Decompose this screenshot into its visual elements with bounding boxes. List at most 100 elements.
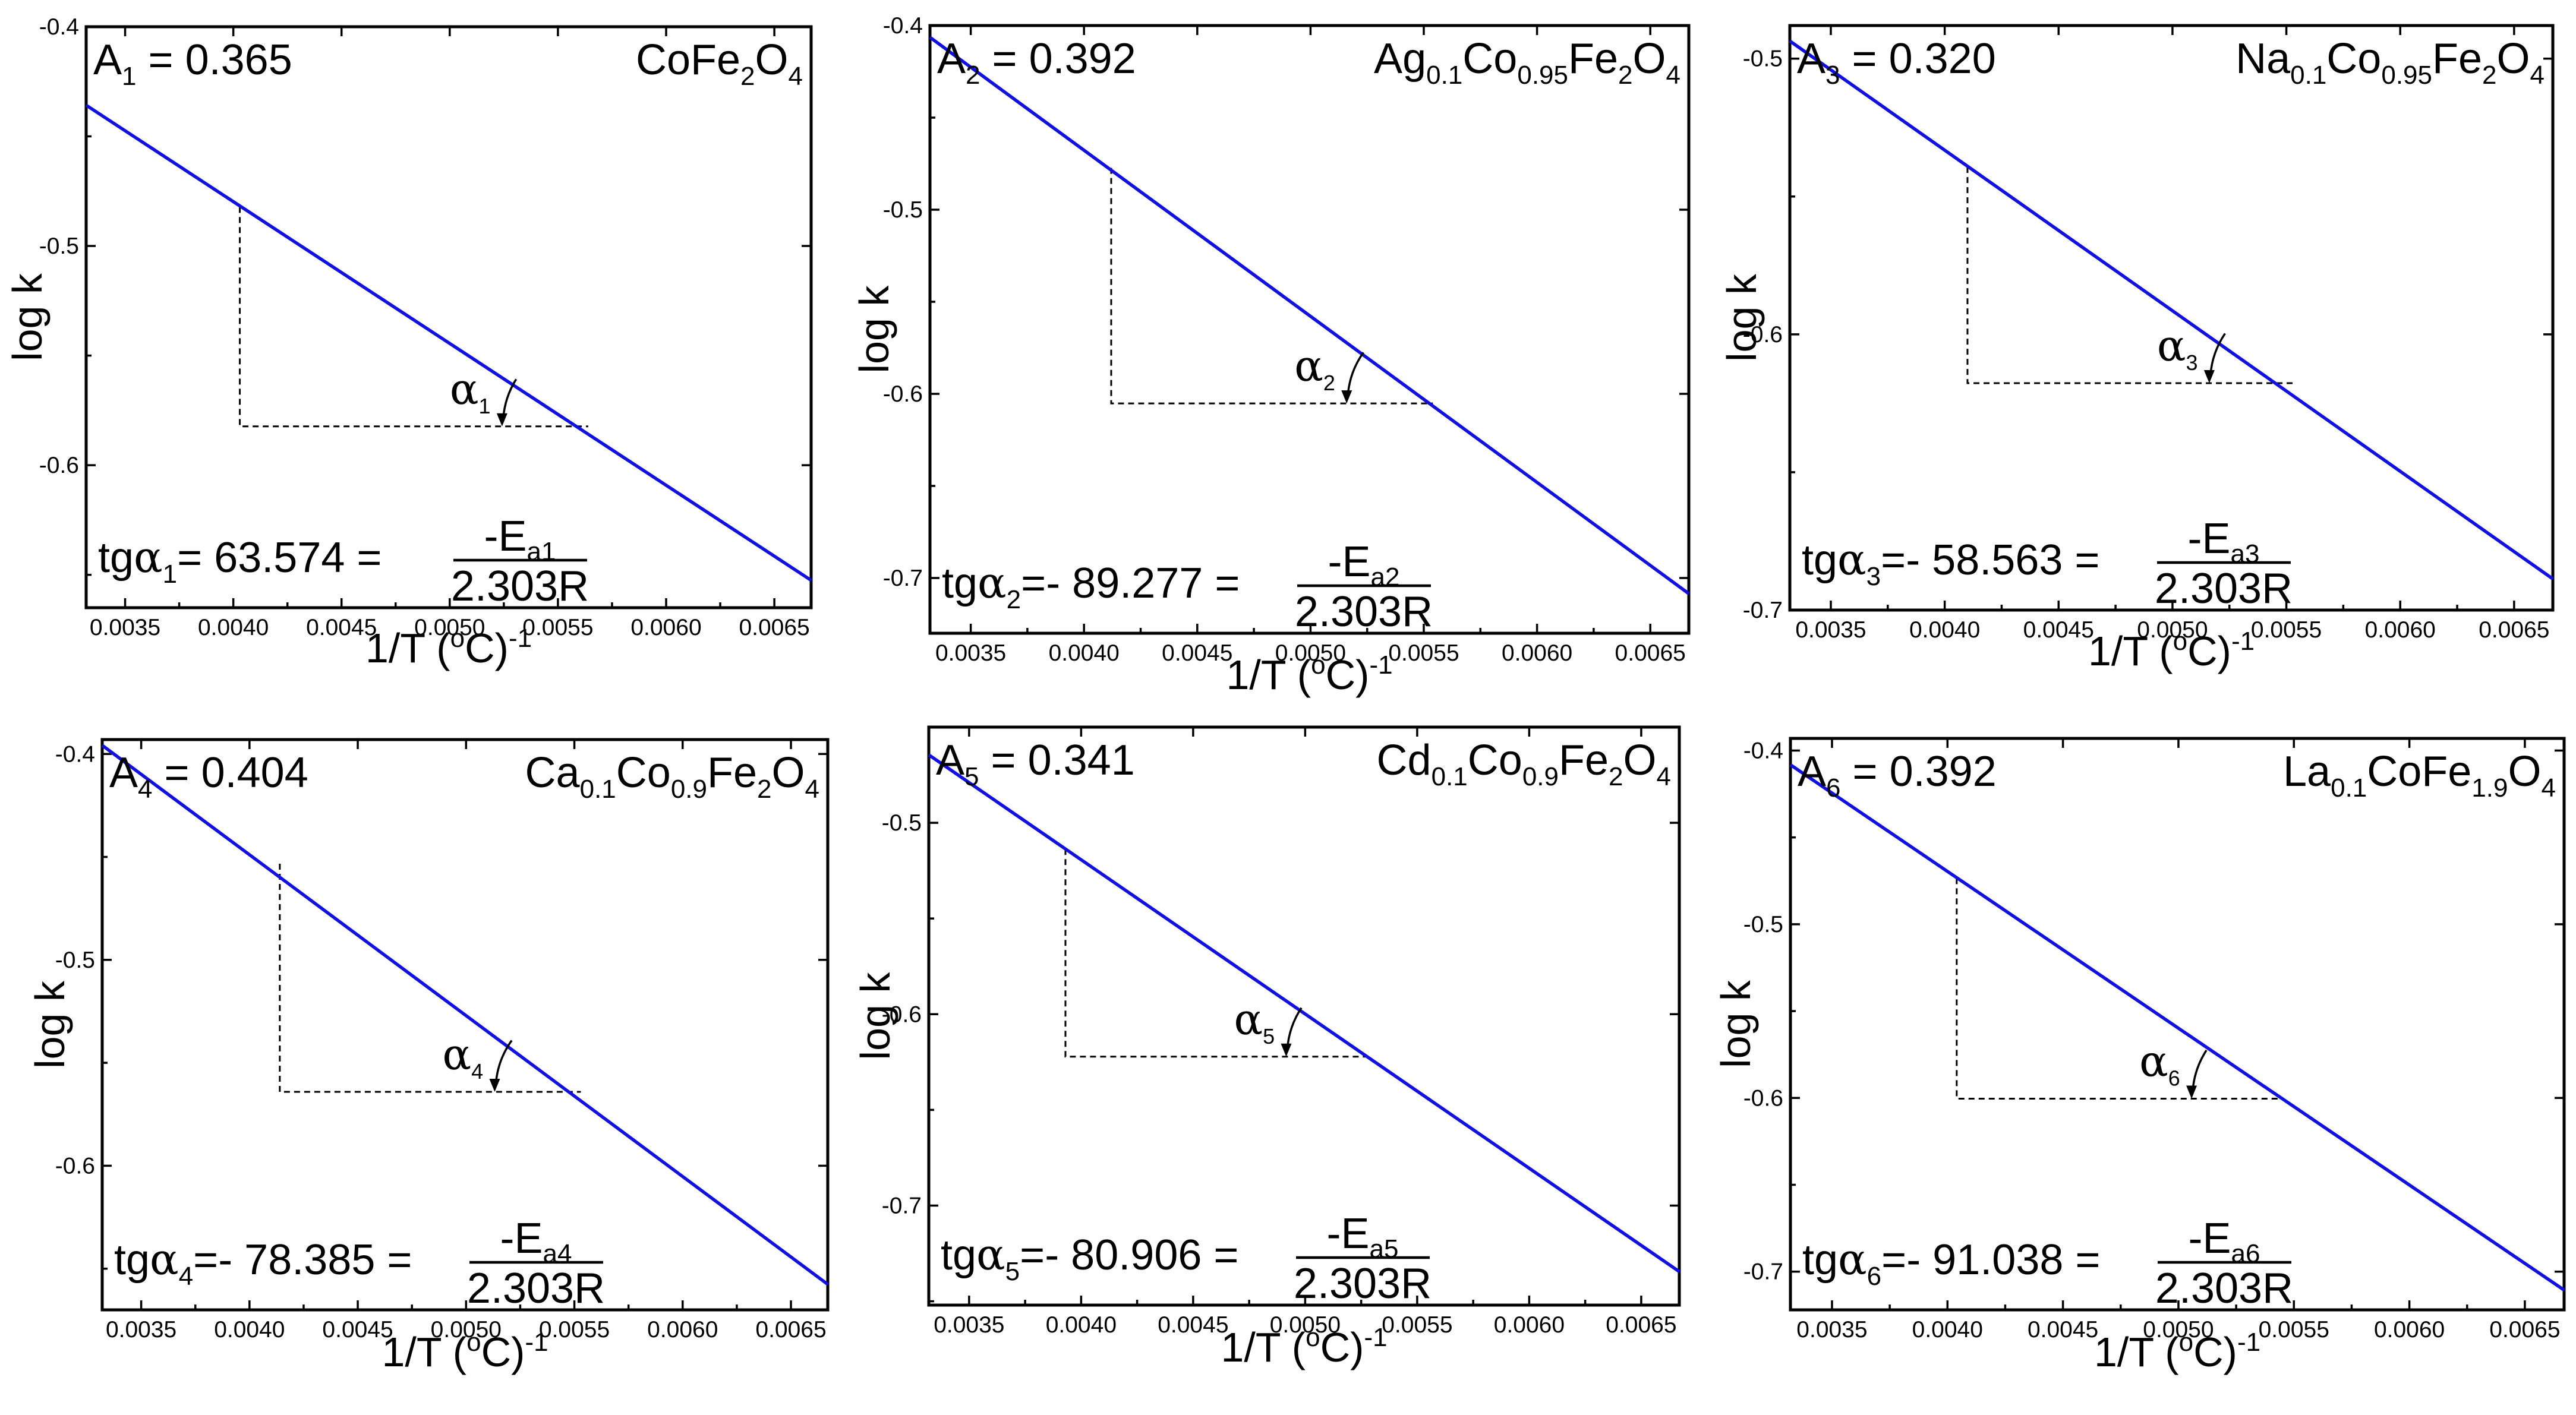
x-axis-label: 1/T (oC)-1: [1221, 1323, 1387, 1370]
chart-panel-6: 0.0035 0.0040 0.0045 0.0050 0.0055 0.0060 0.00…: [1713, 737, 2566, 1375]
x-tick-label: 0.0065: [1615, 640, 1686, 666]
slope-equation: tgα6=- 91.038 =: [1802, 1234, 2100, 1291]
slope-equation: tgα2=- 89.277 =: [942, 558, 1240, 614]
x-tick-label: 0.0035: [106, 1317, 176, 1343]
angle-label: α5: [1234, 994, 1275, 1048]
alpha-index: 2: [1323, 371, 1335, 395]
y-tick-label: -0.7: [882, 1193, 922, 1218]
compound-formula: Ag0.1Co0.95Fe2O4: [1374, 35, 1680, 90]
y-tick-label: -0.6: [39, 453, 79, 478]
x-axis-label: 1/T (oC)-1: [2094, 1328, 2260, 1375]
chart-panel-2: 0.0035 0.0040 0.0045 0.0050 0.0055 0.0060 0.00…: [851, 13, 1691, 698]
alpha-index: 4: [471, 1059, 483, 1084]
y-tick-label: -0.5: [55, 947, 95, 973]
y-tick-label: -0.7: [1743, 1259, 1783, 1285]
x-tick-label: 0.0040: [198, 615, 269, 640]
x-tick-label: 0.0055: [539, 1317, 610, 1343]
slope-triangle: [1110, 168, 1433, 405]
x-tick-label: 0.0035: [1795, 617, 1866, 643]
x-tick-label: 0.0065: [2479, 617, 2549, 643]
chart-panel-4: 0.0035 0.0040 0.0045 0.0050 0.0055 0.0060 0.00…: [27, 738, 830, 1375]
x-tick-label: 0.0050: [431, 1317, 502, 1343]
energy-numerator: -Ea1: [484, 513, 556, 566]
alpha-index: 3: [2186, 350, 2198, 375]
x-tick-label: 0.0060: [1502, 640, 1572, 666]
x-axis-label: 1/T (oC)-1: [2088, 627, 2255, 674]
slope-equation: tgα5=- 80.906 =: [941, 1230, 1238, 1286]
energy-numerator: -Ea6: [2189, 1215, 2260, 1268]
angle-arrowhead: [1341, 390, 1352, 404]
energy-denominator: 2.303R: [467, 1265, 605, 1312]
y-axis-label: log k: [27, 980, 73, 1069]
x-tick-label: 0.0060: [2374, 1317, 2445, 1343]
x-tick-label: 0.0035: [934, 1312, 1004, 1338]
angle-arrowhead: [1281, 1043, 1292, 1057]
fit-line: [928, 753, 1680, 1273]
x-tick-label: 0.0035: [935, 640, 1006, 666]
plot-frame: [927, 725, 1681, 1307]
x-tick-label: 0.0045: [1158, 1312, 1228, 1338]
x-tick-label: 0.0050: [1270, 1312, 1341, 1338]
x-tick-label: 0.0040: [1912, 1317, 1983, 1343]
x-tick-label: 0.0045: [2028, 1317, 2098, 1343]
energy-denominator: 2.303R: [451, 563, 589, 610]
y-tick-label: -0.6: [883, 381, 923, 407]
compound-formula: La0.1CoFe1.9O4: [2283, 748, 2556, 803]
angle-label: α6: [2139, 1036, 2180, 1090]
plot-frame: [100, 738, 830, 1312]
x-tick-label: 0.0045: [2023, 617, 2094, 643]
x-tick-label: 0.0065: [739, 615, 809, 640]
slope-triangle: [1966, 167, 2296, 384]
energy-denominator: 2.303R: [1295, 588, 1433, 636]
y-tick-label: -0.5: [1743, 912, 1783, 937]
alpha-symbol: α: [2139, 1036, 2168, 1086]
slope-equation: tgα4=- 78.385 =: [114, 1234, 412, 1291]
plot-frame: [1789, 737, 2566, 1312]
x-axis-label: 1/T (oC)-1: [365, 624, 532, 671]
y-tick-label: -0.7: [1743, 598, 1783, 623]
alpha-index: 5: [1263, 1024, 1275, 1048]
pre-exponential-label: A5 = 0.341: [936, 737, 1135, 791]
plot-frame: [1788, 24, 2555, 612]
fit-line: [929, 36, 1690, 595]
angle-label: α1: [450, 364, 491, 418]
x-axis-label: 1/T (oC)-1: [381, 1328, 548, 1375]
y-axis-label: log k: [1713, 980, 1759, 1068]
compound-formula: Na0.1Co0.95Fe2O4: [2236, 35, 2545, 90]
pre-exponential-label: A4 = 0.404: [109, 749, 308, 804]
plot-frame: [928, 24, 1691, 635]
energy-denominator: 2.303R: [1294, 1260, 1432, 1307]
pre-exponential-label: A2 = 0.392: [937, 35, 1136, 90]
y-tick-label: -0.4: [883, 13, 923, 39]
x-tick-label: 0.0040: [1046, 1312, 1117, 1338]
x-tick-label: 0.0055: [2251, 617, 2322, 643]
slope-triangle: [1064, 849, 1373, 1058]
energy-denominator: 2.303R: [2155, 565, 2293, 612]
y-tick-label: -0.4: [55, 741, 95, 767]
fit-line: [101, 744, 829, 1286]
chart-panel-5: 0.0035 0.0040 0.0045 0.0050 0.0055 0.0060 0.00…: [852, 725, 1681, 1370]
chart-panel-1: 0.0035 0.0040 0.0045 0.0050 0.0055 0.0060 0.00…: [4, 14, 813, 671]
y-axis-label: log k: [852, 972, 898, 1060]
x-tick-label: 0.0040: [1909, 617, 1980, 643]
x-tick-label: 0.0055: [522, 615, 593, 640]
x-tick-label: 0.0065: [1606, 1312, 1676, 1338]
energy-numerator: -Ea4: [500, 1215, 572, 1268]
fit-line: [85, 103, 812, 582]
compound-formula: Ca0.1Co0.9Fe2O4: [525, 749, 819, 804]
energy-numerator: -Ea3: [2188, 515, 2260, 568]
x-tick-label: 0.0060: [630, 615, 701, 640]
alpha-symbol: α: [450, 364, 479, 414]
x-tick-label: 0.0050: [2137, 617, 2208, 643]
x-tick-label: 0.0040: [1049, 640, 1120, 666]
y-tick-label: -0.6: [882, 1002, 922, 1027]
energy-denominator: 2.303R: [2155, 1265, 2293, 1312]
slope-triangle: [1956, 878, 2278, 1100]
slope-triangle: [239, 207, 588, 428]
plot-frame: [84, 25, 813, 609]
x-tick-label: 0.0060: [2365, 617, 2436, 643]
compound-formula: Cd0.1Co0.9Fe2O4: [1377, 737, 1671, 791]
alpha-symbol: α: [2157, 321, 2186, 371]
pre-exponential-label: A6 = 0.392: [1798, 748, 1997, 803]
